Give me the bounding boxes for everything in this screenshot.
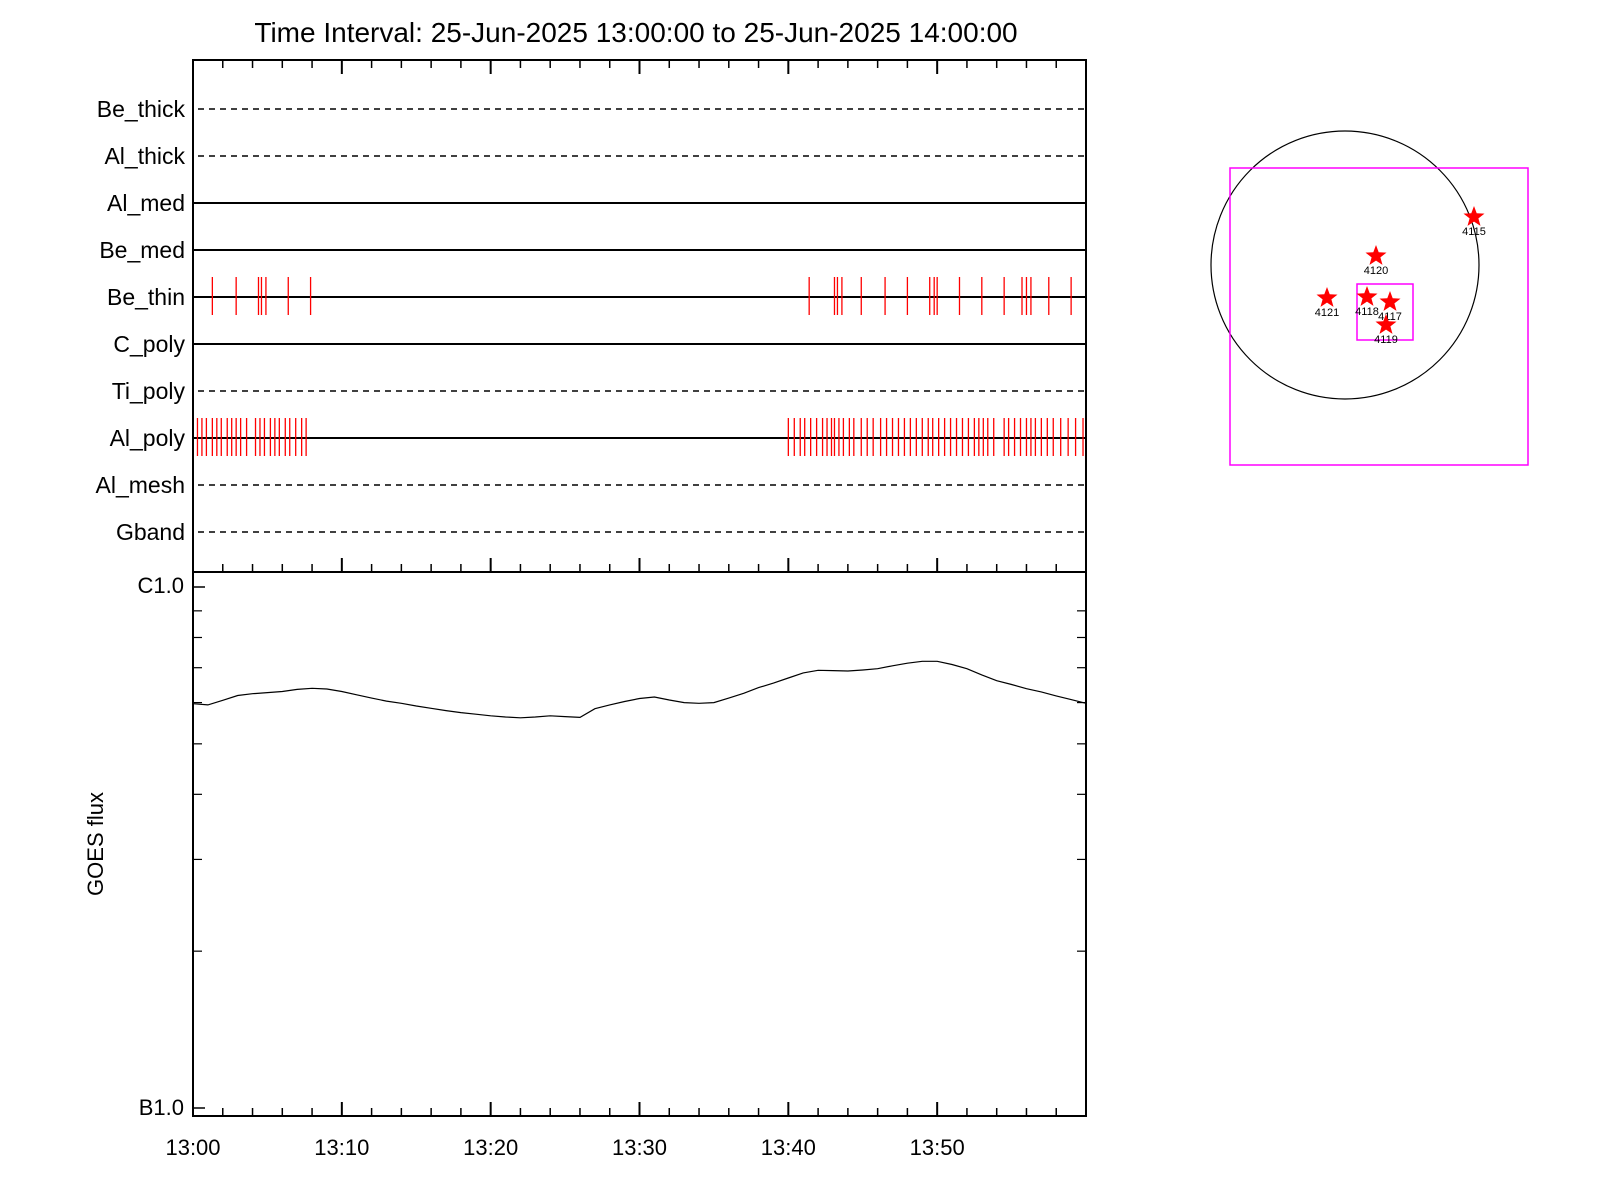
active-region-marker: 4119 [1374, 314, 1398, 346]
region-number-label: 4115 [1462, 226, 1486, 238]
channel-label: Al_poly [110, 425, 186, 451]
chart-title: Time Interval: 25-Jun-2025 13:00:00 to 2… [254, 17, 1017, 48]
goes-flux-panel: C1.0 B1.0 GOES flux 13:00 13:10 13:20 13:30… [83, 571, 1087, 1160]
star-icon [1463, 206, 1485, 226]
region-number-label: 4121 [1315, 307, 1339, 319]
active-region-marker: 4118 [1355, 286, 1379, 318]
solar-locator-map: 4115 4120 4121 4118 4117 4119 [1210, 130, 1529, 466]
x-tick-label: 13:40 [761, 1135, 816, 1160]
active-region-marker: 4120 [1364, 245, 1388, 277]
solar-disk [1210, 130, 1480, 400]
channel-rows: Be_thick Al_thick Al_med Be_med Be_thin C_pol… [96, 96, 1086, 545]
channel-label: Be_med [99, 237, 185, 263]
y-tick-label-top: C1.0 [138, 573, 184, 598]
channel-label: Al_mesh [96, 472, 185, 498]
active-region-marker: 4117 [1378, 291, 1402, 323]
x-tick-label: 13:20 [463, 1135, 518, 1160]
fov-inner-box [1356, 283, 1414, 341]
channel-panel-frame [192, 59, 1087, 573]
channel-row: Be_med [99, 237, 1086, 263]
x-tick-label: 13:30 [612, 1135, 667, 1160]
goes-flux-panel-ticks [192, 586, 1087, 1116]
channel-label: Gband [116, 519, 185, 545]
channel-label: C_poly [113, 331, 185, 357]
x-tick-labels: 13:00 13:10 13:20 13:30 13:40 13:50 [165, 1135, 964, 1160]
y-tick-label-bottom: B1.0 [139, 1095, 184, 1120]
channel-label: Be_thick [97, 96, 186, 122]
goes-flux-panel-frame [192, 571, 1087, 1117]
channel-row: Ti_poly [112, 378, 1086, 404]
channel-row: Al_thick [104, 143, 1086, 169]
channel-row: Be_thin [107, 277, 1086, 315]
channel-row: Be_thick [97, 96, 1086, 122]
star-icon [1379, 291, 1401, 311]
region-number-label: 4119 [1374, 334, 1398, 346]
channel-panel-ticks [192, 60, 1087, 572]
region-number-label: 4117 [1378, 311, 1402, 323]
x-tick-label: 13:10 [314, 1135, 369, 1160]
star-icon [1375, 314, 1397, 334]
x-tick-label: 13:00 [165, 1135, 220, 1160]
x-tick-label: 13:50 [910, 1135, 965, 1160]
channel-label: Be_thin [107, 284, 185, 310]
goes-flux-curve [192, 660, 1087, 719]
channel-row: Al_med [107, 190, 1086, 216]
star-icon [1356, 286, 1378, 306]
y-axis-label: GOES flux [83, 792, 108, 896]
active-region-marker: 4121 [1315, 287, 1339, 319]
active-region-markers: 4115 4120 4121 4118 4117 4119 [1315, 206, 1486, 346]
channel-label: Ti_poly [112, 378, 186, 404]
channel-label: Al_med [107, 190, 185, 216]
star-icon [1316, 287, 1338, 307]
region-number-label: 4118 [1355, 306, 1379, 318]
channel-row: Al_poly [110, 418, 1086, 456]
region-number-label: 4120 [1364, 265, 1388, 277]
active-region-marker: 4115 [1462, 206, 1486, 238]
channel-row: Gband [116, 519, 1086, 545]
fov-outer-box [1229, 167, 1529, 466]
channel-row: C_poly [113, 331, 1086, 357]
channel-panel: Be_thick Al_thick Al_med Be_med Be_thin C_pol… [96, 59, 1087, 573]
star-icon [1365, 245, 1387, 265]
channel-row: Al_mesh [96, 472, 1086, 498]
channel-label: Al_thick [104, 143, 185, 169]
